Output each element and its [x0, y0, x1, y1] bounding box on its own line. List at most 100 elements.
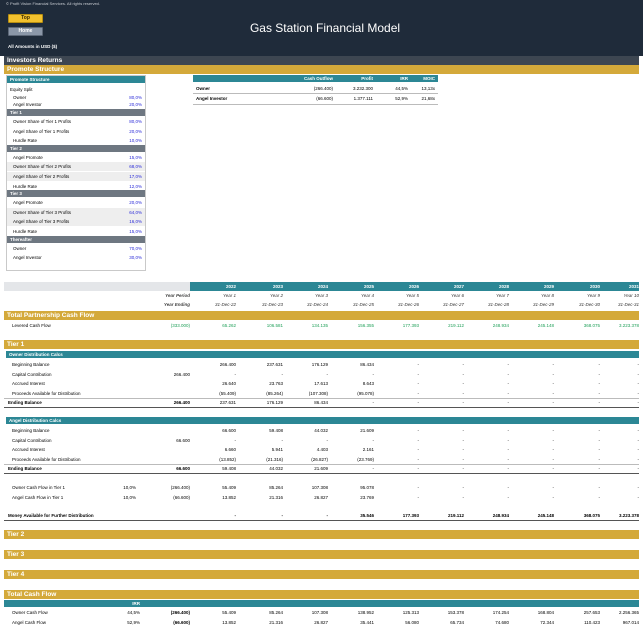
period-cell: Year 3 — [314, 293, 328, 298]
angel-calc-value: 6.660 — [224, 447, 236, 452]
top-button[interactable]: Top — [8, 14, 43, 23]
tier3-row-value[interactable]: 16,0% — [129, 219, 142, 225]
owner-calc-value: - — [417, 390, 420, 396]
tier1-row-value[interactable]: 10,0% — [129, 138, 142, 144]
tier1-row-value[interactable]: 80,0% — [129, 119, 142, 124]
owner-split-value[interactable]: 80,0% — [129, 95, 142, 100]
levered-cf-value: 156.355 — [357, 323, 374, 328]
home-button[interactable]: Home — [8, 27, 43, 36]
header-bar — [0, 0, 643, 56]
tier1-cf-value: - — [637, 495, 640, 500]
summary-value: 52,9% — [395, 96, 408, 101]
period-cell: Year 5 — [405, 293, 419, 298]
ending-cell: 31-Dec-30 — [578, 302, 600, 307]
tier1-cf-value: 21.316 — [269, 495, 283, 500]
tier3-row-value[interactable]: 64,0% — [129, 209, 142, 215]
owner-ending-initial: 266.400 — [173, 400, 190, 405]
owner-calc-value: - — [417, 381, 420, 386]
ending-cell: 31-Dec-29 — [532, 302, 554, 307]
tier2-row-value[interactable]: 12,0% — [129, 183, 142, 189]
angel-calc-value: 66.600 — [222, 428, 236, 433]
tier1-cf-value: - — [462, 485, 465, 490]
year-label: 2027 — [453, 284, 464, 289]
levered-cf-value: 248.934 — [492, 323, 509, 328]
summary-value: 3.232.300 — [352, 86, 373, 91]
ending-cell: 31-Dec-31 — [617, 302, 639, 307]
tier1-cf-value: 95.078 — [360, 485, 374, 490]
total-cf-value: 55.409 — [222, 610, 236, 615]
thereafter-row-value[interactable]: 30,0% — [129, 255, 142, 261]
ending-cell: 31-Dec-23 — [261, 302, 283, 307]
promote-structure-bar: Promote Structure — [4, 65, 639, 74]
angel-ending-value: - — [637, 466, 640, 471]
tier2-row-value[interactable]: 17,0% — [129, 174, 142, 179]
tier1-cf-pct: 10,0% — [123, 485, 136, 490]
tier1-row-label: Hurdle Rate — [13, 138, 38, 144]
thereafter-row: Owner 70,0% — [7, 244, 145, 253]
tier2-row-label: Angel Promote — [13, 154, 43, 160]
total-cf-initial: (266.400) — [170, 610, 190, 615]
tier3-row-value[interactable]: 20,0% — [129, 200, 142, 206]
year-header-spacer — [4, 282, 190, 291]
ending-cell: 31-Dec-26 — [397, 302, 419, 307]
angel-ending-value: 59.408 — [222, 466, 236, 471]
owner-distribution-header: Owner Distribution Calcs — [6, 351, 639, 358]
tier1-cf-value: - — [507, 485, 510, 490]
owner-calc-value: - — [462, 390, 465, 396]
tier3-header: Tier 3 — [7, 190, 145, 198]
total-cf-header-bar — [4, 600, 639, 607]
thereafter-row: Angel Investor 30,0% — [7, 253, 145, 262]
summary-value: 21,68x — [421, 96, 435, 101]
owner-calc-value: - — [598, 390, 601, 396]
angel-calc-value: - — [462, 447, 465, 452]
total-cf-value: 35.441 — [360, 620, 374, 625]
tier2-row-value[interactable]: 15,0% — [129, 154, 142, 160]
total-cf-value: 110.423 — [584, 620, 600, 625]
angel-calc-value: - — [552, 456, 555, 462]
year-label: 2030 — [589, 284, 600, 289]
summary-col-header: MOIC — [423, 76, 435, 81]
total-cf-value: 74.680 — [495, 620, 509, 625]
owner-calc-value: - — [552, 362, 555, 367]
angel-ending-initial: 66.600 — [176, 466, 190, 471]
tier1-row-value[interactable]: 20,0% — [129, 128, 142, 134]
tier3-row: Owner Share of Tier 3 Profits 64,0% — [7, 207, 145, 217]
owner-calc-value: - — [462, 381, 465, 386]
owner-ending-value: - — [417, 400, 420, 405]
angel-calc-value: 2.161 — [362, 447, 374, 452]
year-label: 2029 — [543, 284, 554, 289]
tier1-cf-value: 85.264 — [269, 485, 283, 490]
owner-ending-value: - — [462, 400, 465, 405]
angel-calc-value: 4.403 — [316, 447, 328, 452]
tier1-row-label: Angel Share of Tier 1 Profits — [13, 128, 70, 134]
tier1-cf-value: 107.308 — [311, 485, 328, 490]
cash-flow-waterfall: Total Partnership Cash Flow Levered Cash … — [4, 311, 639, 642]
period-cell: Year 6 — [450, 293, 464, 298]
angel-calc-value: 44.032 — [314, 428, 328, 433]
tier1-row: Hurdle Rate 10,0% — [7, 136, 145, 145]
owner-calc-value: - — [417, 371, 420, 377]
summary-value: 1.377.111 — [353, 96, 373, 101]
levered-cf-value: 245.148 — [537, 323, 554, 328]
thereafter-row-value[interactable]: 70,0% — [129, 245, 142, 251]
tier2-row-value[interactable]: 68,0% — [129, 164, 142, 170]
angel-calc-value: - — [417, 428, 420, 433]
thereafter-header: Thereafter — [7, 235, 145, 243]
angel-label: Angel Investor — [13, 102, 42, 107]
tier1-row: Owner Share of Tier 1 Profits 80,0% — [7, 117, 145, 126]
money-available-value: 368.075 — [583, 513, 600, 518]
tier3-row: Angel Share of Tier 3 Profits 16,0% — [7, 217, 145, 227]
tier-bar-2: Tier 2 — [4, 530, 639, 539]
owner-ending-value: - — [372, 400, 375, 405]
divider — [4, 398, 639, 399]
owner-calc-value: - — [637, 371, 640, 377]
total-cf-value: 168.804 — [537, 610, 554, 615]
owner-calc-value: - — [637, 381, 640, 386]
angel-calc-value: - — [552, 437, 555, 443]
owner-ending-value: - — [598, 400, 601, 405]
tier3-row-value[interactable]: 15,0% — [129, 229, 142, 234]
angel-ending-value: 21.609 — [314, 466, 328, 471]
owner-calc-value: - — [552, 371, 555, 377]
owner-calc-value: - — [552, 390, 555, 396]
angel-split-value[interactable]: 20,0% — [129, 102, 142, 107]
